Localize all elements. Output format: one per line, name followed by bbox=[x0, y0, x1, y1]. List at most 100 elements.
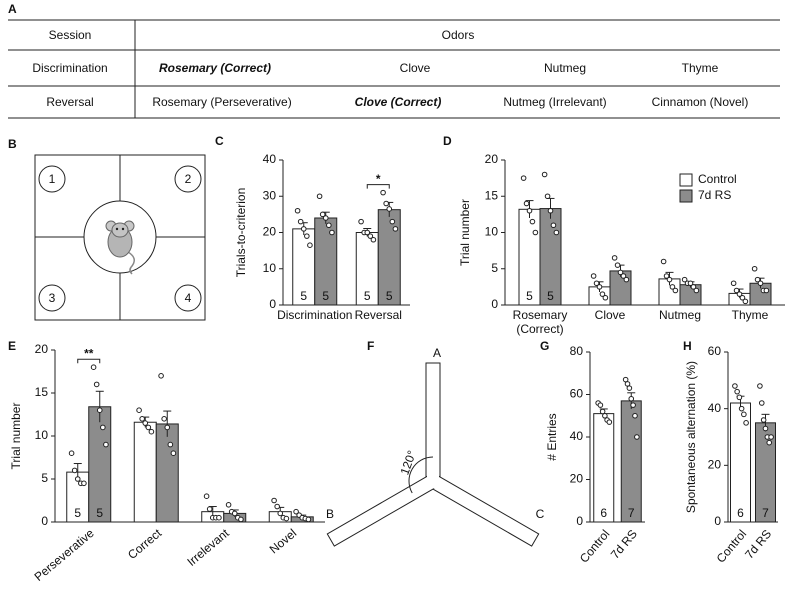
y-axis-label: Trials-to-criterion bbox=[234, 188, 248, 278]
y-tick-label: 60 bbox=[570, 387, 584, 401]
odor-well bbox=[38, 165, 66, 193]
angle-label: 120° bbox=[397, 448, 419, 476]
data-point bbox=[383, 200, 389, 207]
data-point bbox=[370, 236, 377, 243]
data-point bbox=[730, 280, 737, 287]
y-axis-label: # Entries bbox=[545, 413, 559, 460]
table-cell: Reversal bbox=[46, 95, 93, 109]
y-tick-label: 10 bbox=[263, 261, 277, 275]
data-point bbox=[672, 287, 679, 294]
panel-label: A bbox=[8, 2, 17, 16]
data-point bbox=[142, 420, 149, 426]
data-point bbox=[758, 400, 765, 406]
data-point bbox=[630, 402, 636, 408]
data-point bbox=[681, 276, 688, 283]
data-point bbox=[541, 171, 548, 178]
data-point bbox=[386, 206, 393, 212]
data-point bbox=[763, 287, 770, 294]
odor-well bbox=[174, 284, 202, 312]
x-tick-label-box: Thyme bbox=[732, 308, 769, 322]
y-tick-label: 10 bbox=[485, 225, 499, 239]
legend-label: Control bbox=[698, 172, 737, 186]
data-point bbox=[225, 502, 232, 508]
data-point bbox=[392, 226, 399, 232]
data-point bbox=[620, 273, 627, 279]
data-point bbox=[364, 229, 371, 236]
bar bbox=[133, 421, 157, 523]
panel-label: D bbox=[443, 134, 452, 148]
y-maze: 120° A B C bbox=[326, 346, 545, 547]
panel-label: H bbox=[683, 339, 692, 353]
data-point bbox=[666, 276, 673, 283]
panel-label: E bbox=[8, 339, 16, 353]
significance-label: * bbox=[376, 172, 381, 186]
data-point bbox=[741, 411, 747, 418]
data-point bbox=[164, 424, 171, 431]
data-point bbox=[599, 291, 606, 297]
data-point bbox=[602, 294, 609, 301]
data-point bbox=[322, 215, 329, 221]
y-tick-label: 40 bbox=[570, 429, 584, 443]
data-point bbox=[766, 439, 773, 446]
data-point bbox=[203, 493, 210, 500]
y-tick-label: 15 bbox=[35, 385, 49, 399]
data-point bbox=[326, 222, 332, 229]
table-cell: Clove (Correct) bbox=[355, 95, 442, 109]
data-point bbox=[304, 233, 310, 239]
data-point bbox=[757, 280, 764, 287]
x-tick-label-box: Nutmeg bbox=[659, 308, 701, 322]
y-tick-label: 60 bbox=[708, 344, 722, 358]
x-tick-label: Irrelevant bbox=[184, 526, 232, 569]
y-tick-label: 0 bbox=[41, 514, 48, 528]
y-tick-label: 20 bbox=[708, 458, 722, 472]
y-tick-label: 20 bbox=[35, 342, 49, 356]
data-point bbox=[526, 207, 533, 214]
data-point bbox=[743, 420, 749, 426]
bar bbox=[155, 423, 179, 523]
x-tick-label: Control bbox=[577, 527, 613, 566]
x-tick-label: Clove bbox=[594, 308, 626, 322]
n-label: 5 bbox=[322, 289, 329, 303]
table-header: Session bbox=[49, 28, 92, 42]
x-tick-label: Rosemary (Correct) bbox=[512, 308, 568, 336]
bar bbox=[88, 406, 112, 523]
data-point bbox=[316, 193, 323, 200]
x-tick-label: Discrimination bbox=[277, 308, 352, 322]
table-cell: Discrimination bbox=[32, 61, 107, 75]
y-tick-label: 10 bbox=[35, 428, 49, 442]
table-cell: Nutmeg bbox=[544, 61, 586, 75]
data-point bbox=[634, 434, 640, 440]
data-point bbox=[271, 497, 277, 504]
data-point bbox=[231, 510, 238, 517]
n-label: 5 bbox=[386, 289, 393, 303]
data-point bbox=[294, 207, 301, 214]
data-point bbox=[690, 284, 697, 290]
data-point bbox=[663, 273, 670, 279]
significance-bracket bbox=[366, 184, 390, 189]
data-point bbox=[145, 424, 152, 431]
data-point bbox=[300, 226, 307, 232]
y-tick-label: 0 bbox=[491, 297, 498, 311]
arm-label: B bbox=[326, 507, 334, 521]
data-point bbox=[293, 508, 299, 515]
data-point bbox=[358, 218, 364, 225]
data-point bbox=[590, 273, 597, 279]
data-point bbox=[754, 276, 761, 283]
data-point bbox=[602, 412, 608, 419]
y-tick-label: 0 bbox=[576, 514, 583, 528]
data-point bbox=[529, 218, 536, 225]
y-tick-label: 40 bbox=[708, 401, 722, 415]
y-tick-label: 5 bbox=[491, 261, 498, 275]
y-axis-label: Spontaneous alternation (%) bbox=[684, 361, 698, 513]
x-tick-label: Reversal bbox=[355, 308, 402, 322]
table-cell: Rosemary (Correct) bbox=[159, 61, 271, 75]
data-point bbox=[103, 441, 109, 448]
n-label: 7 bbox=[628, 506, 635, 520]
data-point bbox=[81, 480, 87, 487]
legend-swatch bbox=[679, 173, 693, 187]
open-field-arena: 1 2 3 4 bbox=[34, 154, 206, 321]
data-point bbox=[93, 381, 100, 388]
odor-well bbox=[38, 284, 66, 312]
data-point bbox=[632, 412, 638, 419]
